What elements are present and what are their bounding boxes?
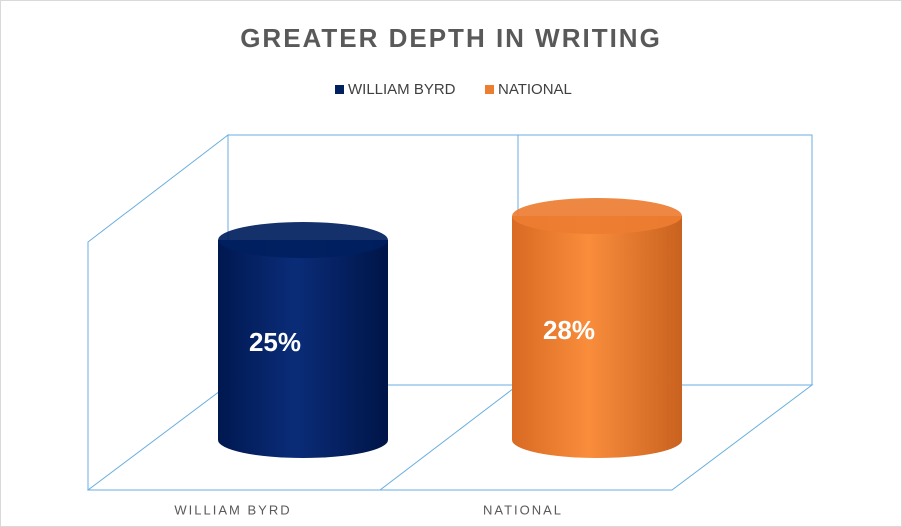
legend-swatch (485, 85, 494, 94)
legend-label: WILLIAM BYRD (348, 81, 456, 98)
x-tick-label: WILLIAM BYRD (174, 502, 291, 517)
data-label: 25% (249, 327, 301, 357)
legend-swatch (335, 85, 344, 94)
x-tick-label: NATIONAL (483, 502, 563, 517)
cylinder-top (218, 222, 388, 258)
floor-divider (379, 384, 519, 491)
cylinder (218, 240, 388, 458)
legend: WILLIAM BYRD NATIONAL (335, 81, 572, 98)
chart-title: GREATER DEPTH IN WRITING (240, 23, 662, 53)
legend-label: NATIONAL (498, 81, 572, 98)
cylinder-top (512, 198, 682, 234)
plot: 25% WILLIAM BYRD 28% NATIONAL (174, 198, 682, 517)
data-label: 28% (543, 315, 595, 345)
cylinder (512, 216, 682, 458)
